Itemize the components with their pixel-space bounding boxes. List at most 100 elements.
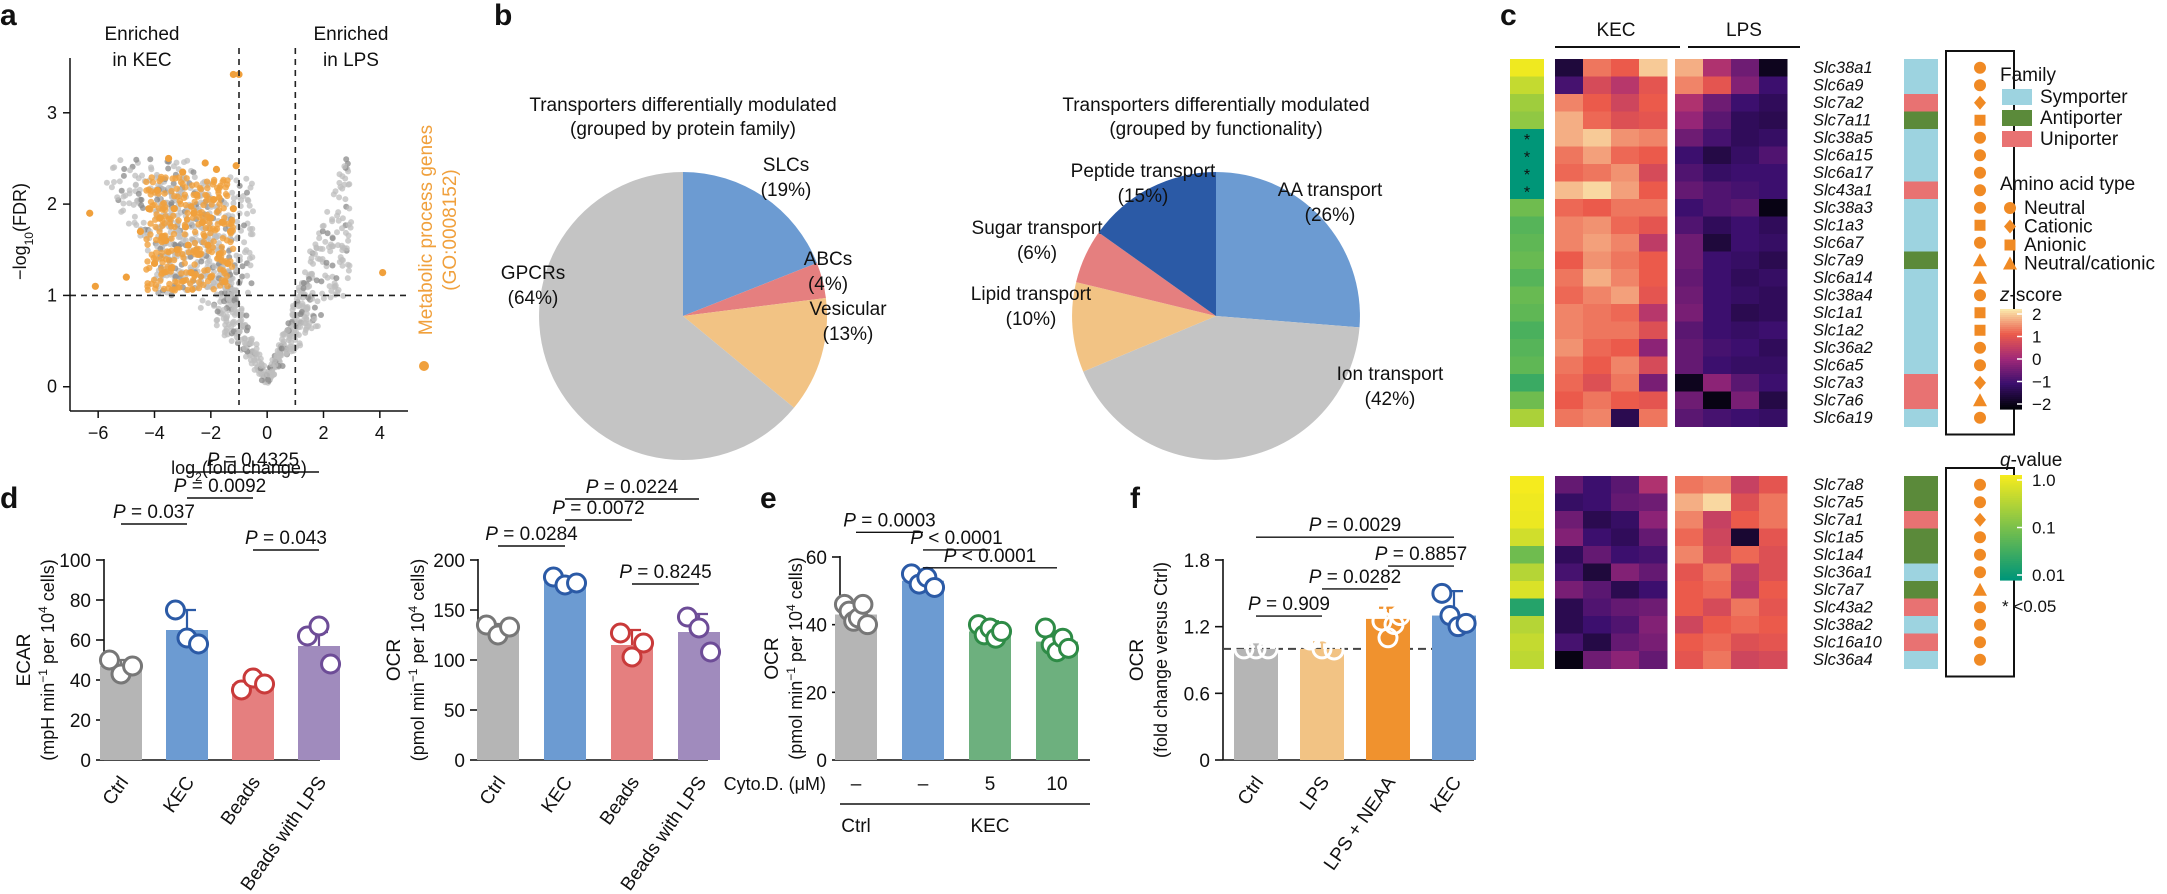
qvalue-cell <box>1510 546 1544 564</box>
heatmap-cell <box>1731 251 1760 270</box>
qvalue-colorbar-segment <box>2000 523 2022 526</box>
aa-type-marker <box>1974 307 1986 319</box>
background-point <box>213 322 220 329</box>
heatmap-cell <box>1759 164 1788 182</box>
qvalue-colorbar-segment <box>2000 567 2022 571</box>
background-point <box>298 309 305 315</box>
background-point <box>229 286 236 293</box>
gene-label: Slc7a2 <box>1813 94 1863 112</box>
qvalue-colorbar-segment <box>2000 575 2022 579</box>
qvalue-colorbar-segment <box>2000 544 2022 547</box>
heatmap-cell <box>1675 476 1704 494</box>
family-cell <box>1904 286 1938 305</box>
background-point <box>170 163 177 170</box>
aa-legend-marker <box>2004 219 2016 234</box>
heatmap-cell <box>1703 321 1732 340</box>
aa-type-marker <box>1974 601 1986 614</box>
data-point <box>1257 638 1279 660</box>
heatmap-cell <box>1759 339 1788 357</box>
y-tick-label: 20 <box>70 711 91 732</box>
data-point <box>1034 617 1056 639</box>
zscore-colorbar-segment <box>2000 309 2022 312</box>
background-point <box>138 196 145 203</box>
aa-type-marker <box>1974 324 1986 336</box>
aa-type-marker <box>1974 149 1986 162</box>
heatmap-cell <box>1731 374 1760 392</box>
background-point <box>327 248 334 255</box>
heatmap-cell <box>1759 129 1788 147</box>
gene-label: Slc1a3 <box>1813 217 1864 235</box>
background-point <box>245 289 251 296</box>
zscore-colorbar-segment <box>2000 391 2022 394</box>
background-point <box>111 179 117 185</box>
zscore-colorbar-segment <box>2000 361 2022 364</box>
heatmap-cell <box>1555 391 1584 410</box>
qvalue-cell <box>1510 146 1544 165</box>
highlight-cloud-point <box>219 178 226 185</box>
zscore-colorbar-segment <box>2000 407 2022 410</box>
background-point <box>272 356 278 363</box>
x-tick-label: Ctrl <box>476 773 510 809</box>
highlight-cloud-point <box>172 175 179 182</box>
heatmap-cell <box>1583 286 1612 305</box>
family-cell <box>1904 181 1938 200</box>
highlight-cloud-point <box>157 277 164 284</box>
heatmap-cell <box>1703 356 1732 375</box>
background-point <box>346 205 353 212</box>
significance-star: * <box>1524 185 1530 202</box>
qvalue-cell <box>1510 321 1544 340</box>
heatmap-cell <box>1759 374 1788 392</box>
data-point <box>1323 639 1345 661</box>
background-point <box>244 210 251 217</box>
heatmap-cell <box>1639 546 1668 564</box>
background-point <box>117 157 124 164</box>
pie-slice-label: Vesicular <box>809 299 887 320</box>
highlight-cloud-point <box>170 256 178 264</box>
background-point <box>234 331 241 337</box>
stat-label: P = 0.8245 <box>619 562 711 583</box>
ocr-bar-chart-e: 0 20 40 60 OCR(pmol min−1 per 104 cells) – – 5 1… <box>724 510 1090 837</box>
highlight-cloud-point <box>180 254 187 261</box>
heatmap-cell <box>1555 164 1584 182</box>
bar <box>969 631 1011 760</box>
background-point <box>199 297 206 304</box>
heatmap-cell <box>1583 528 1612 547</box>
highlight-cloud-point <box>144 258 151 265</box>
heatmap-cell <box>1731 493 1760 512</box>
background-point <box>342 196 349 203</box>
pie-slice <box>683 263 826 316</box>
pie-slice-label: Peptide transport <box>1071 161 1216 182</box>
heatmap-cell <box>1731 356 1760 375</box>
heatmap-cell <box>1675 511 1704 529</box>
heatmap-cell <box>1675 216 1704 235</box>
heatmap-cell <box>1703 234 1732 252</box>
significance-star: * <box>1524 150 1530 167</box>
enriched-kec-line1: Enriched <box>105 24 180 45</box>
y-tick-label: 0 <box>816 751 827 772</box>
highlight-cloud-point <box>171 223 178 231</box>
background-point <box>329 235 336 242</box>
x-tick-label: 5 <box>985 774 996 795</box>
zscore-colorbar-segment <box>2000 345 2022 348</box>
heatmap-cell <box>1703 304 1732 322</box>
qvalue-cell <box>1510 286 1544 305</box>
gene-label: Slc1a4 <box>1813 546 1863 564</box>
background-point <box>271 371 278 378</box>
pie-title: Transporters differentially modulated <box>529 95 836 116</box>
background-point <box>133 156 140 163</box>
heatmap-cell <box>1759 304 1788 322</box>
pie-slice-label: GPCRs <box>501 263 565 284</box>
highlight-cloud-point <box>206 225 213 232</box>
background-point <box>257 355 264 362</box>
heatmap-cell <box>1555 111 1584 130</box>
background-point <box>116 178 123 185</box>
pie-slice-pct: (4%) <box>808 274 848 295</box>
kec-group-label: KEC <box>1596 20 1635 41</box>
background-point <box>130 201 137 208</box>
heatmap-cell <box>1639 528 1668 547</box>
qvalue-cell <box>1510 269 1544 287</box>
data-point <box>1299 629 1321 651</box>
background-point <box>281 331 288 338</box>
data-point <box>1058 637 1080 659</box>
background-point <box>241 222 247 229</box>
